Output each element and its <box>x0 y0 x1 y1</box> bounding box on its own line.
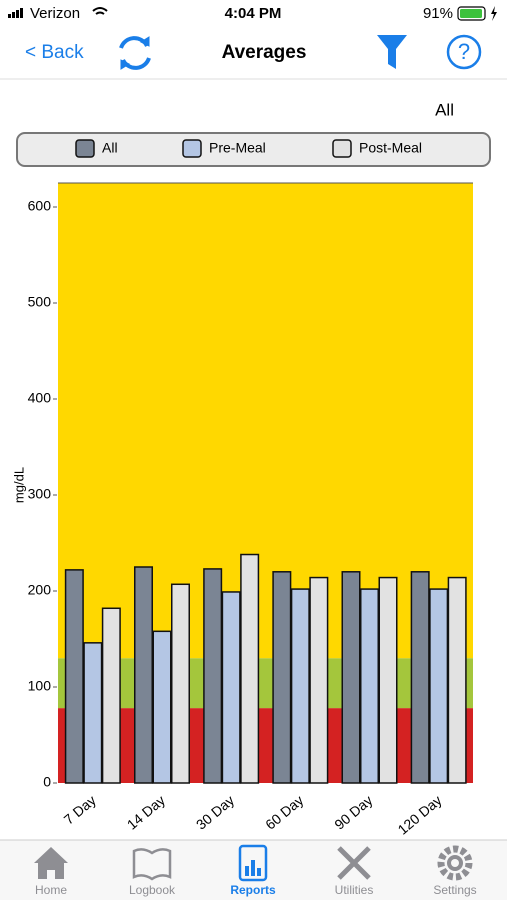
wifi-icon <box>92 7 108 15</box>
bar <box>360 588 379 784</box>
bar <box>447 576 467 784</box>
icon-shape <box>437 845 473 881</box>
bar <box>378 576 398 784</box>
y-tick-label: 300 <box>28 486 52 502</box>
bar <box>134 566 153 784</box>
icon-shape <box>238 844 268 882</box>
refresh-button[interactable] <box>119 36 151 70</box>
tab-label[interactable]: Logbook <box>129 883 176 897</box>
legend-swatch <box>332 139 352 158</box>
y-tick-label: 200 <box>28 582 52 598</box>
tab-icon[interactable] <box>132 848 172 881</box>
y-axis-label: mg/dL <box>11 467 26 503</box>
carrier: Verizon <box>30 5 80 22</box>
tab-icon[interactable] <box>34 847 68 879</box>
x-tick-label: 30 Day <box>193 792 237 833</box>
battery-icon <box>457 6 497 21</box>
tab-icon[interactable] <box>437 845 473 881</box>
icon-shape <box>34 847 68 879</box>
y-tick-label: 500 <box>28 294 52 310</box>
bar <box>341 571 361 784</box>
tab-label[interactable]: Reports <box>230 883 276 897</box>
icon-shape <box>451 859 459 867</box>
nav-title: Averages <box>222 42 307 63</box>
filter-label: All <box>435 100 454 119</box>
range-band <box>58 183 473 659</box>
legend-swatch <box>182 139 202 158</box>
icon-shape <box>337 846 371 880</box>
bar <box>240 553 260 784</box>
legend-box <box>16 132 491 167</box>
bar <box>101 607 121 784</box>
filter-button[interactable] <box>377 35 407 69</box>
x-tick-label: 14 Day <box>124 792 168 833</box>
range-band <box>58 658 473 709</box>
bar <box>272 571 292 784</box>
bar <box>309 576 329 784</box>
x-tick-label: 60 Day <box>262 792 306 833</box>
x-tick-label: 7 Day <box>61 792 99 828</box>
range-band <box>58 708 473 783</box>
icon-shape <box>257 868 261 876</box>
tab-label[interactable]: Utilities <box>335 883 374 897</box>
legend-label: Post-Meal <box>359 140 422 156</box>
icon-shape <box>251 860 255 876</box>
x-tick-label: 120 Day <box>394 792 444 838</box>
bar <box>221 591 241 784</box>
legend-label: Pre-Meal <box>209 140 266 156</box>
bar <box>203 568 223 784</box>
battery-percent: 91% <box>423 5 453 22</box>
back-button[interactable]: < Back <box>25 42 84 63</box>
tab-label[interactable]: Settings <box>433 883 476 897</box>
svg-text:?: ? <box>458 39 470 64</box>
y-tick-label: 100 <box>28 678 52 694</box>
x-tick-label: 90 Day <box>331 792 375 833</box>
clock: 4:04 PM <box>225 5 282 22</box>
y-tick-label: 0 <box>43 774 51 790</box>
bar <box>290 588 310 784</box>
tab-icon[interactable] <box>238 844 268 882</box>
y-tick-label: 400 <box>28 390 52 406</box>
tab-icon[interactable] <box>337 846 371 880</box>
bar <box>152 630 172 784</box>
signal-icon <box>8 8 23 18</box>
bar <box>171 583 190 784</box>
help-button[interactable]: ? <box>446 34 482 70</box>
legend-label: All <box>102 140 118 156</box>
bar <box>410 571 430 784</box>
bar <box>64 569 84 784</box>
bar <box>429 588 449 784</box>
icon-shape <box>132 848 172 881</box>
y-tick-label: 600 <box>28 198 52 214</box>
bar <box>83 642 103 784</box>
icon-shape <box>245 866 249 876</box>
legend-swatch <box>75 139 95 158</box>
tab-label[interactable]: Home <box>35 883 67 897</box>
